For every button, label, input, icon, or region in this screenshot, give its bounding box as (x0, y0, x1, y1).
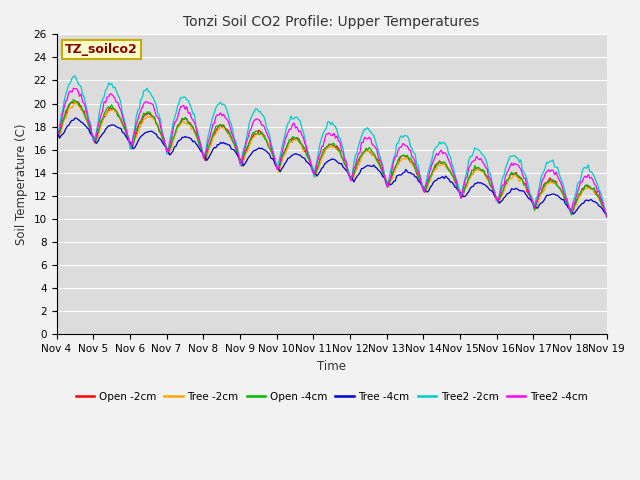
Open -2cm (246, 139, 253, 145)
Tree -4cm (603, 211, 611, 217)
Tree2 -2cm (52, 132, 60, 137)
Tree -2cm (603, 211, 611, 216)
Title: Tonzi Soil CO2 Profile: Upper Temperatures: Tonzi Soil CO2 Profile: Upper Temperatur… (184, 15, 480, 29)
Tree -4cm (575, 204, 583, 210)
Tree -2cm (218, 124, 226, 130)
Tree -2cm (52, 129, 60, 134)
Line: Tree -4cm: Tree -4cm (56, 118, 607, 214)
Tree -2cm (575, 194, 583, 200)
Tree2 -4cm (52, 129, 60, 134)
Open -4cm (70, 96, 77, 102)
Line: Open -4cm: Open -4cm (56, 99, 607, 216)
Tree -2cm (568, 211, 575, 217)
Tree2 -4cm (122, 123, 129, 129)
Open -2cm (295, 136, 303, 142)
Open -4cm (295, 138, 303, 144)
Tree2 -2cm (295, 117, 303, 122)
Tree2 -4cm (246, 128, 253, 134)
Tree -2cm (122, 127, 129, 133)
Tree2 -4cm (237, 160, 244, 166)
Open -2cm (71, 98, 79, 104)
Line: Tree2 -4cm: Tree2 -4cm (56, 88, 607, 217)
Open -2cm (218, 124, 226, 130)
Tree2 -4cm (218, 113, 226, 119)
Tree2 -2cm (246, 119, 253, 125)
Open -4cm (237, 159, 244, 165)
Open -2cm (122, 127, 129, 133)
Open -2cm (52, 130, 60, 136)
Open -4cm (122, 128, 129, 134)
Tree2 -2cm (122, 122, 129, 128)
Text: TZ_soilco2: TZ_soilco2 (65, 43, 138, 56)
Tree2 -2cm (573, 181, 581, 187)
Tree2 -4cm (603, 214, 611, 220)
Tree2 -2cm (237, 162, 244, 168)
Tree -4cm (295, 152, 303, 158)
Legend: Open -2cm, Tree -2cm, Open -4cm, Tree -4cm, Tree2 -2cm, Tree2 -4cm: Open -2cm, Tree -2cm, Open -4cm, Tree -4… (72, 387, 591, 406)
Open -2cm (573, 196, 581, 202)
Tree -4cm (218, 141, 226, 146)
Tree2 -2cm (603, 215, 611, 220)
Open -2cm (603, 211, 611, 216)
Open -4cm (52, 132, 60, 137)
Tree2 -4cm (573, 189, 581, 195)
Tree -2cm (237, 156, 244, 162)
Tree -4cm (237, 157, 244, 163)
Tree -4cm (52, 130, 60, 135)
Tree -4cm (122, 133, 129, 139)
Open -4cm (603, 213, 611, 218)
Tree -2cm (295, 139, 303, 144)
Open -4cm (573, 195, 581, 201)
Line: Tree -2cm: Tree -2cm (56, 102, 607, 214)
Line: Tree2 -2cm: Tree2 -2cm (56, 76, 607, 217)
Open -4cm (246, 138, 253, 144)
Tree2 -4cm (295, 129, 303, 134)
Tree -4cm (71, 115, 79, 121)
Open -4cm (218, 122, 226, 128)
Y-axis label: Soil Temperature (C): Soil Temperature (C) (15, 123, 28, 245)
Tree2 -4cm (70, 85, 77, 91)
Tree -2cm (246, 143, 253, 148)
X-axis label: Time: Time (317, 360, 346, 372)
Tree2 -2cm (218, 102, 226, 108)
Open -2cm (237, 161, 244, 167)
Line: Open -2cm: Open -2cm (56, 101, 607, 214)
Tree2 -2cm (71, 73, 79, 79)
Tree -4cm (569, 211, 577, 217)
Tree -4cm (246, 153, 253, 159)
Tree -2cm (71, 99, 79, 105)
